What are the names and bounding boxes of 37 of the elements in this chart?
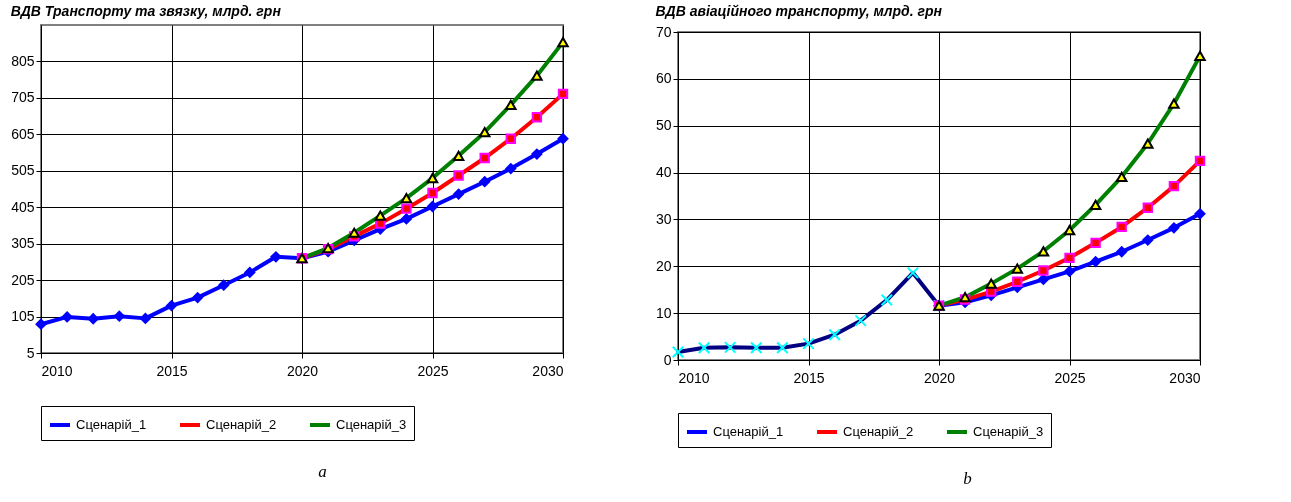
text: a [317, 462, 328, 482]
y-tick-label: 705 [11, 89, 35, 106]
y-tick-label: 0 [663, 351, 672, 368]
x-tick-label: 2010 [41, 362, 73, 379]
y-tick-label: 305 [11, 235, 35, 252]
y-tick-label: 805 [11, 52, 35, 69]
y-tick-label: 60 [655, 70, 672, 87]
chart-title: ВДВ авіаційного транспорту, млрд. грн [655, 3, 943, 19]
y-tick-label: 70 [655, 23, 672, 40]
x-tick-label: 2015 [156, 362, 188, 379]
legend-label: Сценарій_3 [973, 424, 1044, 439]
x-tick-label: 2025 [417, 362, 449, 379]
y-tick-label: 20 [655, 257, 672, 274]
y-tick-label: 605 [11, 125, 35, 142]
x-tick-label: 2010 [678, 369, 710, 386]
y-tick-label: 405 [11, 198, 35, 215]
x-tick-label: 2030 [1169, 369, 1201, 386]
x-tick-label: 2025 [1054, 369, 1086, 386]
text: b [962, 469, 973, 489]
y-tick-label: 505 [11, 162, 35, 179]
x-tick-label: 2030 [532, 362, 564, 379]
y-tick-label: 30 [655, 210, 672, 227]
legend-label: Сценарій_2 [206, 417, 277, 432]
chart-title: ВДВ Транспорту та звязку, млрд. грн [10, 3, 282, 19]
y-tick-label: 205 [11, 271, 35, 288]
y-tick-label: 40 [655, 164, 672, 181]
legend-label: Сценарій_1 [713, 424, 784, 439]
x-tick-label: 2015 [793, 369, 825, 386]
y-tick-label: 105 [11, 308, 35, 325]
y-tick-label: 10 [655, 304, 672, 321]
legend-label: Сценарій_3 [336, 417, 407, 432]
legend-label: Сценарій_1 [76, 417, 147, 432]
x-tick-label: 2020 [286, 362, 319, 379]
x-tick-label: 2020 [923, 369, 956, 386]
legend-label: Сценарій_2 [843, 424, 914, 439]
y-tick-label: 5 [26, 344, 35, 361]
y-tick-label: 50 [655, 117, 672, 134]
